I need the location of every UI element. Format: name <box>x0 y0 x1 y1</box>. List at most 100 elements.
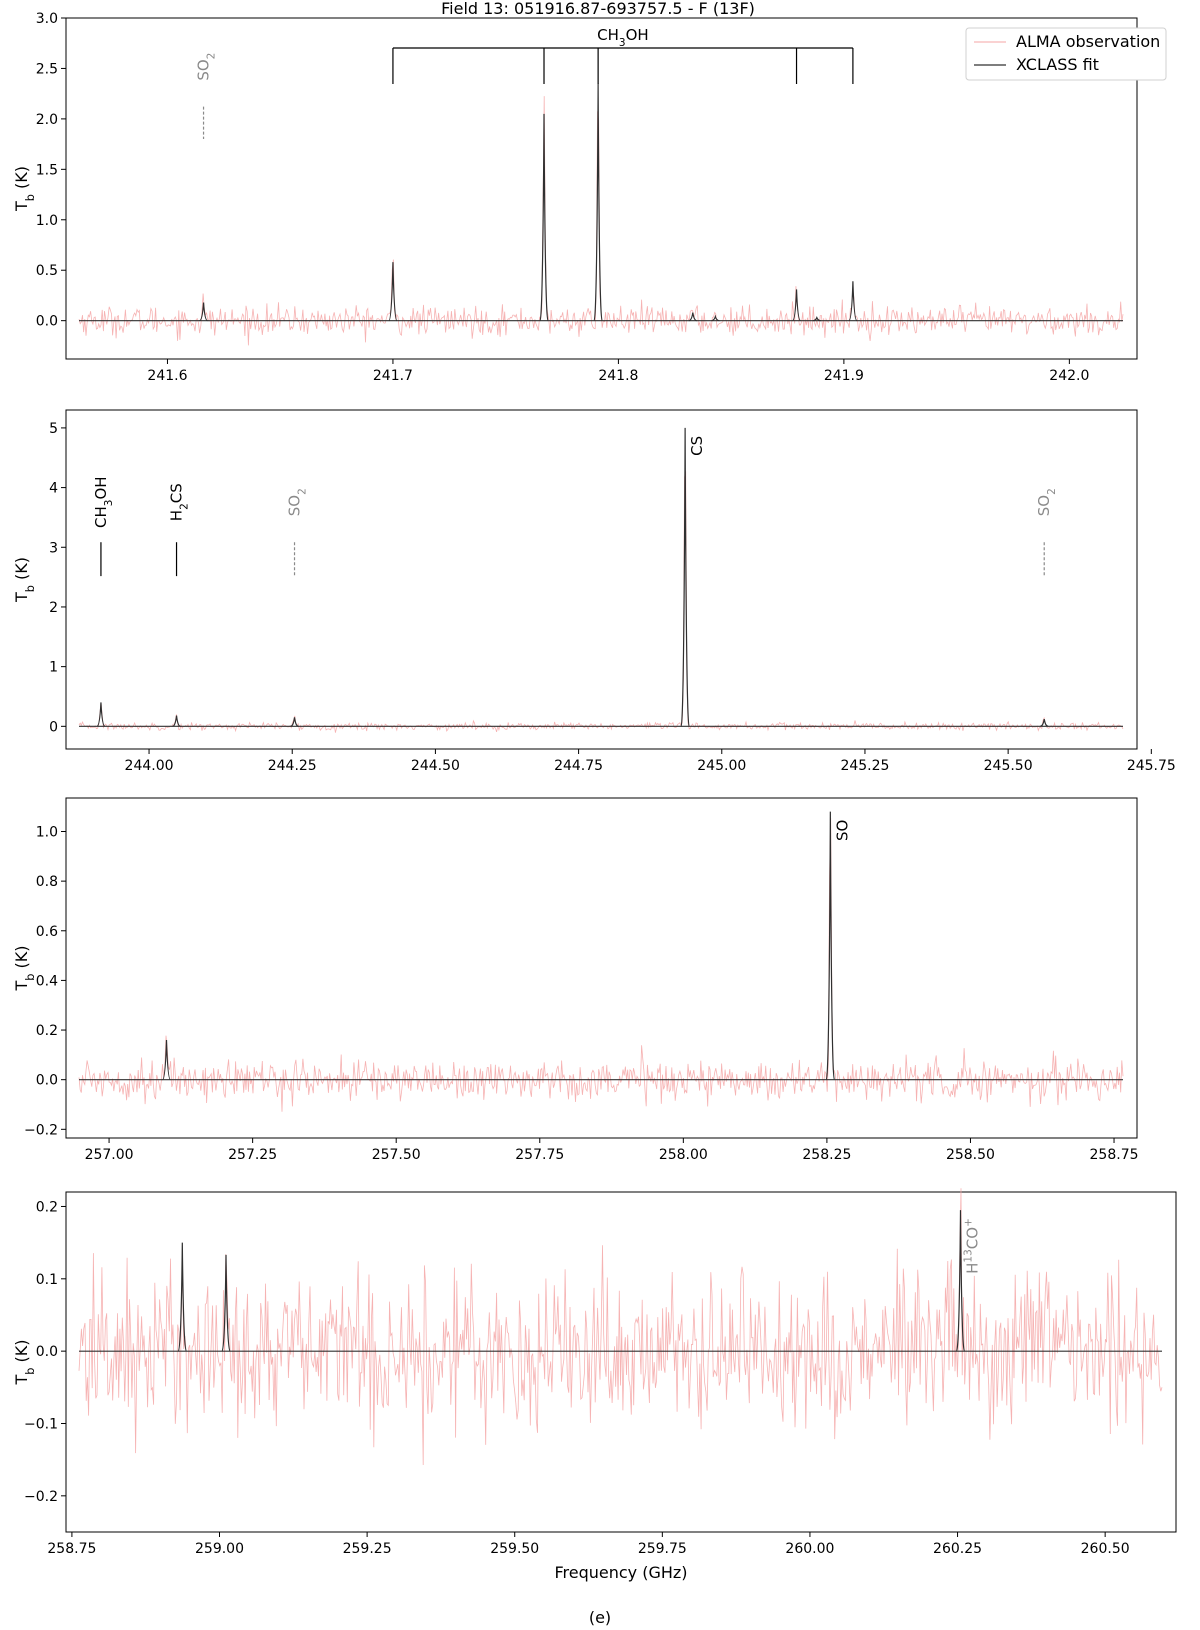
fit-peak-5 <box>1040 719 1049 727</box>
molecule-label: CS <box>688 436 706 456</box>
y-axis-label: Tb (K) <box>12 946 37 992</box>
y-tick-label: 3 <box>49 540 58 556</box>
x-tick-label: 245.00 <box>697 758 746 774</box>
plot-frame <box>65 1191 1177 1533</box>
x-tick-label: 257.00 <box>85 1147 134 1163</box>
x-tick-label: 257.50 <box>372 1147 421 1163</box>
fit-peak-2 <box>388 262 398 322</box>
plot-frame <box>65 797 1138 1139</box>
y-tick-label: 1.5 <box>36 162 58 178</box>
x-tick-label: 257.75 <box>515 1147 564 1163</box>
x-tick-label: 244.75 <box>554 758 603 774</box>
x-tick-label: 242.0 <box>1049 368 1089 384</box>
plot-frame <box>65 17 1138 360</box>
y-tick-label: 2.0 <box>36 112 58 128</box>
x-tick-label: 259.75 <box>638 1541 687 1557</box>
x-tick-label: 241.7 <box>373 368 413 384</box>
x-tick-label: 241.6 <box>147 368 187 384</box>
panel-1: 241.6 241.7 241.8 241.9 242.0 0.0 0.5 1.0 1.5 2.0… <box>12 11 1167 384</box>
y-tick-label: 0.0 <box>36 314 58 330</box>
molecule-label: SO <box>833 820 851 841</box>
fit-peak-6 <box>711 314 720 322</box>
y-tick-label: 2 <box>49 600 58 616</box>
x-tick-label: 245.75 <box>1127 758 1176 774</box>
x-tick-label: 258.00 <box>659 1147 708 1163</box>
y-tick-label: 1.0 <box>36 213 58 229</box>
molecule-label: SO2 <box>286 488 309 516</box>
x-axis-label: Frequency (GHz) <box>554 1563 687 1582</box>
molecule-label: SO2 <box>1035 488 1058 516</box>
observation-trace <box>78 1188 1163 1466</box>
legend-fit-label: XCLASS fit <box>1016 55 1099 74</box>
fit-peak-5 <box>688 312 697 322</box>
x-tick-label: 244.25 <box>268 758 317 774</box>
x-tick-label: 241.9 <box>824 368 864 384</box>
y-tick-label: 1.0 <box>36 825 58 841</box>
molecule-label: H13CO+ <box>962 1218 981 1274</box>
molecule-label: H2CS <box>168 483 191 521</box>
panel-2: 244.00 244.25 244.50 244.75 245.00 245.25 245.… <box>12 409 1176 774</box>
legend-observation-label: ALMA observation <box>1016 32 1160 51</box>
panels-group: 241.6 241.7 241.8 241.9 242.0 0.0 0.5 1.0 1.5 2.0… <box>12 11 1177 1582</box>
fit-peak-3 <box>290 717 299 727</box>
x-tick-label: 260.00 <box>785 1541 834 1557</box>
figure-title: Field 13: 051916.87-693757.5 - F (13F) <box>441 0 755 18</box>
fit-peak-1 <box>96 702 106 727</box>
y-tick-label: 0.5 <box>36 263 58 279</box>
y-tick-label: 0.4 <box>36 973 58 989</box>
x-tick-label: 259.25 <box>343 1541 392 1557</box>
observation-trace <box>78 471 1124 733</box>
y-axis-label: Tb (K) <box>12 557 37 603</box>
y-tick-label: −0.2 <box>24 1489 58 1505</box>
x-tick-label: 244.50 <box>411 758 460 774</box>
y-tick-label: −0.1 <box>24 1416 58 1432</box>
fit-peak-4 <box>593 83 603 322</box>
x-tick-label: 259.00 <box>195 1541 244 1557</box>
observation-trace <box>78 817 1124 1112</box>
x-tick-label: 259.50 <box>490 1541 539 1557</box>
fit-peak-4 <box>680 427 690 727</box>
legend: ALMA observation XCLASS fit <box>965 27 1167 81</box>
figure-caption: (e) <box>589 1608 611 1627</box>
x-tick-label: 260.25 <box>933 1541 982 1557</box>
y-tick-label: 0.8 <box>36 874 58 890</box>
y-tick-label: 1 <box>49 660 58 676</box>
x-tick-label: 258.75 <box>47 1541 96 1557</box>
fit-peak-1 <box>177 1242 187 1352</box>
fit-peak-2 <box>825 811 835 1081</box>
y-tick-label: 0.1 <box>36 1272 58 1288</box>
molecule-label: CH3OH <box>92 476 115 528</box>
fit-peak-8 <box>812 316 821 322</box>
fit-peak-3 <box>955 1210 966 1352</box>
plot-frame <box>65 409 1138 750</box>
fit-peak-2 <box>172 715 181 727</box>
panel-3: 257.00 257.25 257.50 257.75 258.00 258.25 258.… <box>12 797 1139 1163</box>
molecule-label: SO2 <box>195 53 218 81</box>
panel-4: 258.75 259.00 259.25 259.50 259.75 260.00 260.… <box>12 1188 1177 1582</box>
y-tick-label: 2.5 <box>36 61 58 77</box>
x-tick-label: 244.00 <box>125 758 174 774</box>
y-tick-label: 0.2 <box>36 1023 58 1039</box>
fit-peak-1 <box>161 1039 172 1081</box>
fit-peak-3 <box>539 113 549 322</box>
y-tick-label: 4 <box>49 481 58 497</box>
legend-box <box>965 27 1167 81</box>
fit-peak-7 <box>792 289 801 322</box>
y-tick-label: −0.2 <box>24 1122 58 1138</box>
y-axis-label: Tb (K) <box>12 166 37 212</box>
y-tick-label: 0.2 <box>36 1199 58 1215</box>
x-tick-label: 245.50 <box>984 758 1033 774</box>
x-tick-label: 245.25 <box>840 758 889 774</box>
bracket-label: CH3OH <box>597 26 649 49</box>
x-tick-label: 258.75 <box>1090 1147 1139 1163</box>
y-tick-label: 0 <box>49 719 58 735</box>
x-tick-label: 258.50 <box>946 1147 995 1163</box>
y-tick-label: 0.0 <box>36 1073 58 1089</box>
x-tick-label: 258.25 <box>802 1147 851 1163</box>
x-tick-label: 241.8 <box>598 368 638 384</box>
y-tick-label: 0.0 <box>36 1344 58 1360</box>
x-tick-label: 257.25 <box>228 1147 277 1163</box>
fit-peak-9 <box>848 281 858 322</box>
y-axis-label: Tb (K) <box>12 1340 37 1386</box>
